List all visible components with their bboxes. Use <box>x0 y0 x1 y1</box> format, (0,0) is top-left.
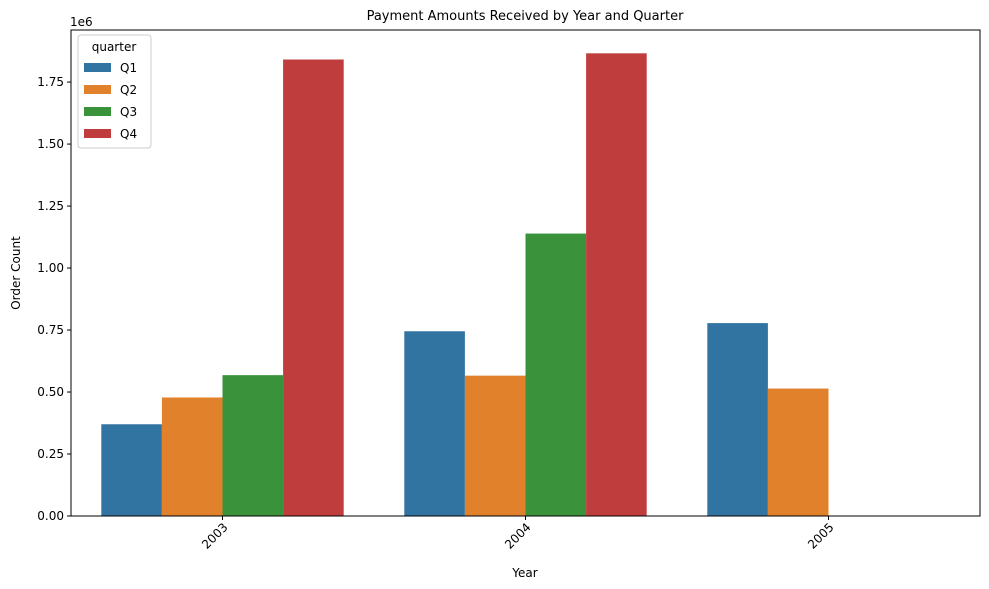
bar-q1-2004 <box>404 331 465 516</box>
bars-group <box>101 53 829 517</box>
legend-label-q1: Q1 <box>120 61 137 75</box>
y-tick-label: 0.50 <box>37 385 64 399</box>
legend-label-q2: Q2 <box>120 83 137 97</box>
bar-q2-2004 <box>464 375 526 516</box>
bar-q1-2005 <box>707 323 768 516</box>
y-axis-label: Order Count <box>9 236 23 310</box>
bar-q1-2003 <box>101 424 162 516</box>
bar-q4-2004 <box>586 53 647 517</box>
legend-swatch-q1 <box>84 63 111 72</box>
x-tick-label-2004: 2004 <box>502 520 533 551</box>
y-tick-label: 0.00 <box>37 509 64 523</box>
bar-q3-2004 <box>525 233 587 516</box>
y-axis: 0.00 0.25 0.50 0.75 1.00 1.25 1.50 1.75 <box>37 75 71 523</box>
bar-q2-2005 <box>767 388 829 516</box>
x-tick-label-2005: 2005 <box>805 520 836 551</box>
y-offset-text: 1e6 <box>70 15 93 29</box>
legend-label-q3: Q3 <box>120 105 137 119</box>
y-tick-label: 1.75 <box>37 75 64 89</box>
legend: quarter Q1 Q2 Q3 Q4 <box>77 34 152 149</box>
x-axis: 2003 2004 2005 <box>199 516 837 552</box>
legend-swatch-q3 <box>84 107 111 116</box>
legend-swatch-q2 <box>84 85 111 94</box>
y-tick-label: 1.25 <box>37 199 64 213</box>
legend-title: quarter <box>92 40 137 54</box>
legend-swatch-q4 <box>84 129 111 138</box>
legend-label-q4: Q4 <box>120 127 137 141</box>
x-tick-label-2003: 2003 <box>199 520 230 551</box>
bar-q4-2003 <box>283 59 344 516</box>
bar-q3-2003 <box>222 375 284 516</box>
y-tick-label: 1.50 <box>37 137 64 151</box>
y-tick-label: 0.25 <box>37 447 64 461</box>
y-tick-label: 0.75 <box>37 323 64 337</box>
x-axis-label: Year <box>511 566 537 580</box>
bar-q2-2003 <box>161 397 223 516</box>
chart-title: Payment Amounts Received by Year and Qua… <box>367 9 685 24</box>
y-tick-label: 1.00 <box>37 261 64 275</box>
